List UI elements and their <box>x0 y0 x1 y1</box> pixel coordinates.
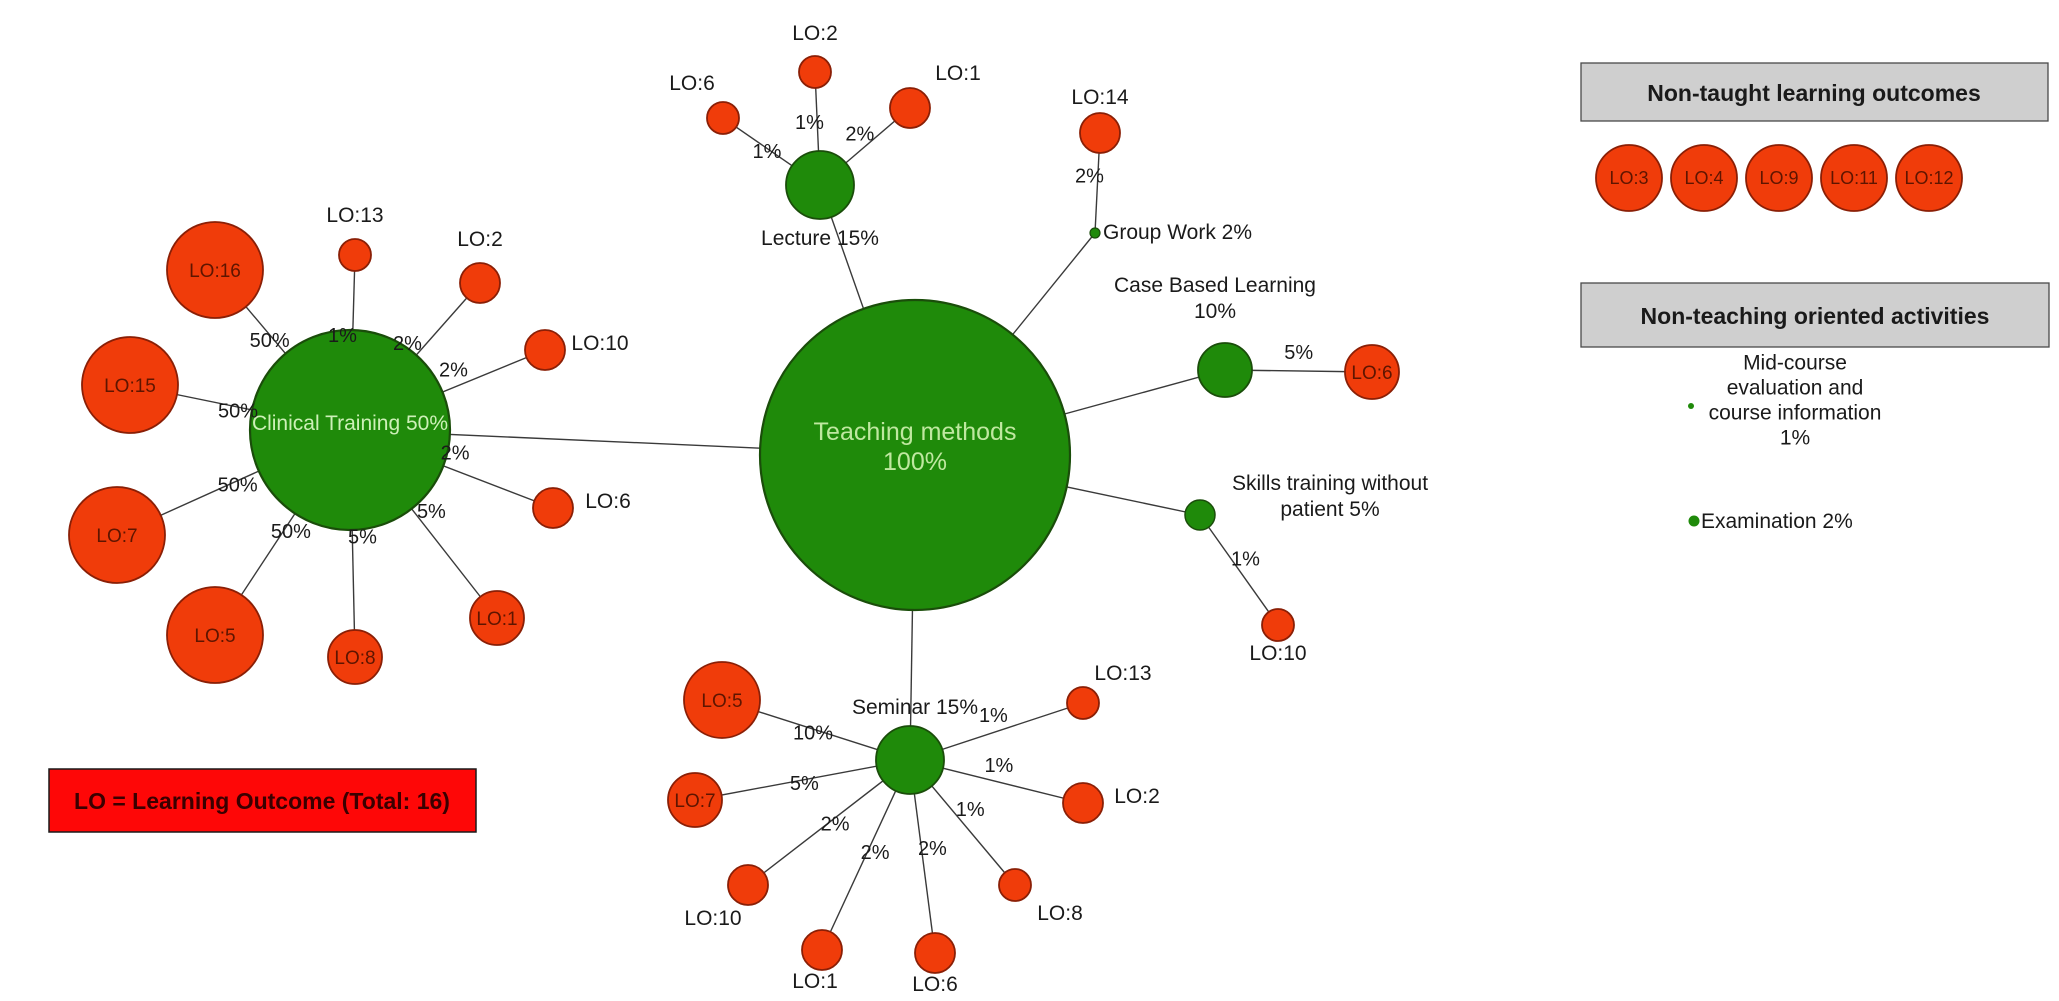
svg-text:LO:12: LO:12 <box>1904 168 1953 188</box>
svg-text:Case Based Learning: Case Based Learning <box>1114 274 1316 297</box>
svg-text:LO:2: LO:2 <box>457 228 503 251</box>
svg-text:2%: 2% <box>441 443 470 465</box>
svg-text:LO:10: LO:10 <box>684 907 741 930</box>
svg-text:2%: 2% <box>439 360 468 382</box>
svg-text:LO:8: LO:8 <box>334 648 375 669</box>
svg-text:1%: 1% <box>328 325 357 347</box>
svg-text:LO:1: LO:1 <box>792 970 838 993</box>
svg-text:LO:1: LO:1 <box>476 609 517 630</box>
svg-text:LO:6: LO:6 <box>912 973 958 996</box>
svg-text:LO:10: LO:10 <box>1249 642 1306 665</box>
svg-text:Skills training without: Skills training without <box>1232 472 1428 495</box>
svg-text:Lecture 15%: Lecture 15% <box>761 227 879 250</box>
svg-text:1%: 1% <box>1231 548 1260 570</box>
svg-text:LO:15: LO:15 <box>104 376 156 397</box>
svg-text:1%: 1% <box>979 705 1008 727</box>
svg-text:2%: 2% <box>861 842 890 864</box>
svg-text:LO:5: LO:5 <box>194 626 235 647</box>
svg-text:LO:1: LO:1 <box>935 62 981 85</box>
svg-text:evaluation and: evaluation and <box>1727 377 1864 400</box>
svg-text:1%: 1% <box>795 112 824 134</box>
svg-text:LO:2: LO:2 <box>792 22 838 45</box>
svg-text:1%: 1% <box>984 755 1013 777</box>
svg-text:50%: 50% <box>218 475 258 497</box>
svg-text:LO:6: LO:6 <box>585 490 631 513</box>
svg-text:1%: 1% <box>956 799 985 821</box>
svg-text:course information: course information <box>1709 402 1882 425</box>
svg-text:2%: 2% <box>393 333 422 355</box>
svg-text:LO:6: LO:6 <box>1351 363 1392 384</box>
svg-text:2%: 2% <box>918 838 947 860</box>
svg-text:5%: 5% <box>790 773 819 795</box>
svg-text:patient 5%: patient 5% <box>1280 498 1379 521</box>
svg-text:5%: 5% <box>417 501 446 523</box>
svg-text:2%: 2% <box>821 813 850 835</box>
svg-text:LO:4: LO:4 <box>1684 168 1723 188</box>
svg-text:LO:5: LO:5 <box>701 691 742 712</box>
svg-text:1%: 1% <box>753 141 782 163</box>
svg-text:10%: 10% <box>1194 300 1236 323</box>
svg-text:LO:8: LO:8 <box>1037 902 1083 925</box>
svg-text:50%: 50% <box>250 330 290 352</box>
svg-text:LO:7: LO:7 <box>96 526 137 547</box>
svg-text:1%: 1% <box>1780 427 1810 450</box>
svg-text:50%: 50% <box>271 521 311 543</box>
svg-text:LO:16: LO:16 <box>189 261 241 282</box>
svg-text:LO:7: LO:7 <box>674 791 715 812</box>
svg-text:Group Work 2%: Group Work 2% <box>1103 221 1252 244</box>
svg-text:Clinical Training 50%: Clinical Training 50% <box>252 412 448 435</box>
svg-text:Mid-course: Mid-course <box>1743 352 1847 375</box>
svg-text:100%: 100% <box>883 448 947 476</box>
svg-text:50%: 50% <box>218 400 258 422</box>
svg-text:LO = Learning Outcome (Total:: LO = Learning Outcome (Total: 16) <box>74 788 450 814</box>
svg-text:LO:13: LO:13 <box>326 204 383 227</box>
svg-text:LO:3: LO:3 <box>1609 168 1648 188</box>
svg-text:Non-teaching oriented activiti: Non-teaching oriented activities <box>1641 303 1990 329</box>
svg-text:5%: 5% <box>348 526 377 548</box>
svg-text:LO:11: LO:11 <box>1830 168 1878 188</box>
svg-text:10%: 10% <box>793 723 833 745</box>
svg-text:LO:10: LO:10 <box>571 332 628 355</box>
svg-text:Teaching methods: Teaching methods <box>814 418 1017 446</box>
svg-text:LO:9: LO:9 <box>1759 168 1798 188</box>
svg-text:2%: 2% <box>845 123 874 145</box>
svg-text:LO:13: LO:13 <box>1094 662 1151 685</box>
svg-text:LO:2: LO:2 <box>1114 785 1160 808</box>
svg-text:LO:6: LO:6 <box>669 72 715 95</box>
svg-text:Examination 2%: Examination 2% <box>1701 510 1853 533</box>
svg-text:Seminar 15%: Seminar 15% <box>852 696 978 719</box>
svg-text:Non-taught learning outcomes: Non-taught learning outcomes <box>1647 80 1981 106</box>
svg-text:5%: 5% <box>1284 342 1313 364</box>
svg-text:LO:14: LO:14 <box>1071 86 1129 109</box>
svg-text:2%: 2% <box>1075 166 1104 188</box>
